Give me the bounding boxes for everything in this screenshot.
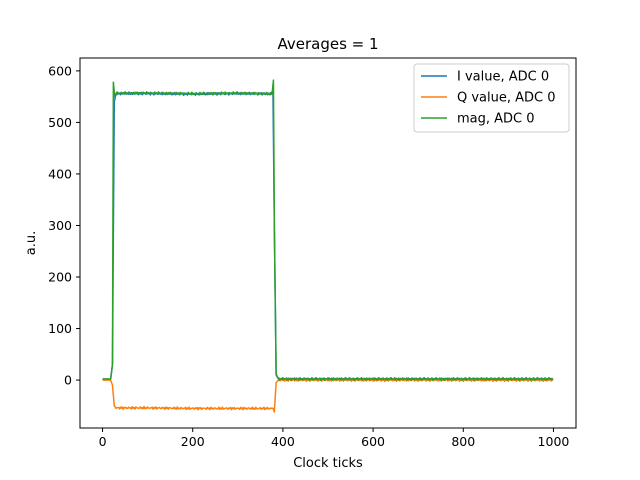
legend-label: I value, ADC 0	[457, 70, 549, 85]
series-line-3	[102, 79, 554, 382]
y-tick-label: 200	[48, 270, 72, 285]
legend-box	[413, 63, 570, 133]
series-line-2	[102, 377, 554, 413]
chart-title: Averages = 1	[277, 35, 378, 53]
axes-frame	[79, 57, 577, 429]
x-tick-label: 800	[451, 434, 475, 449]
y-tick-label: 0	[64, 373, 72, 388]
x-axis-label: Clock ticks	[293, 456, 363, 471]
x-tick-label: 600	[361, 434, 385, 449]
y-tick-label: 400	[48, 166, 72, 181]
x-tick-label: 1000	[538, 434, 570, 449]
plot-area	[79, 57, 577, 429]
x-tick-label: 400	[271, 434, 295, 449]
x-axis-ticks: 0 200 400 600 800 1000	[99, 428, 570, 449]
y-axis-label: a.u.	[24, 231, 39, 255]
legend-label: mag, ADC 0	[457, 112, 535, 127]
y-axis-ticks: 0 100 200 300 400 500 600	[48, 63, 80, 388]
series-layer	[102, 79, 554, 413]
x-tick-label: 200	[181, 434, 205, 449]
y-tick-label: 100	[48, 321, 72, 336]
series-line-1	[102, 91, 554, 382]
x-tick-label: 0	[99, 434, 107, 449]
y-tick-label: 300	[48, 218, 72, 233]
y-tick-label: 500	[48, 115, 72, 130]
legend: I value, ADC 0 Q value, ADC 0 mag, ADC 0	[413, 63, 570, 133]
legend-label: Q value, ADC 0	[457, 91, 556, 106]
y-tick-label: 600	[48, 63, 72, 78]
